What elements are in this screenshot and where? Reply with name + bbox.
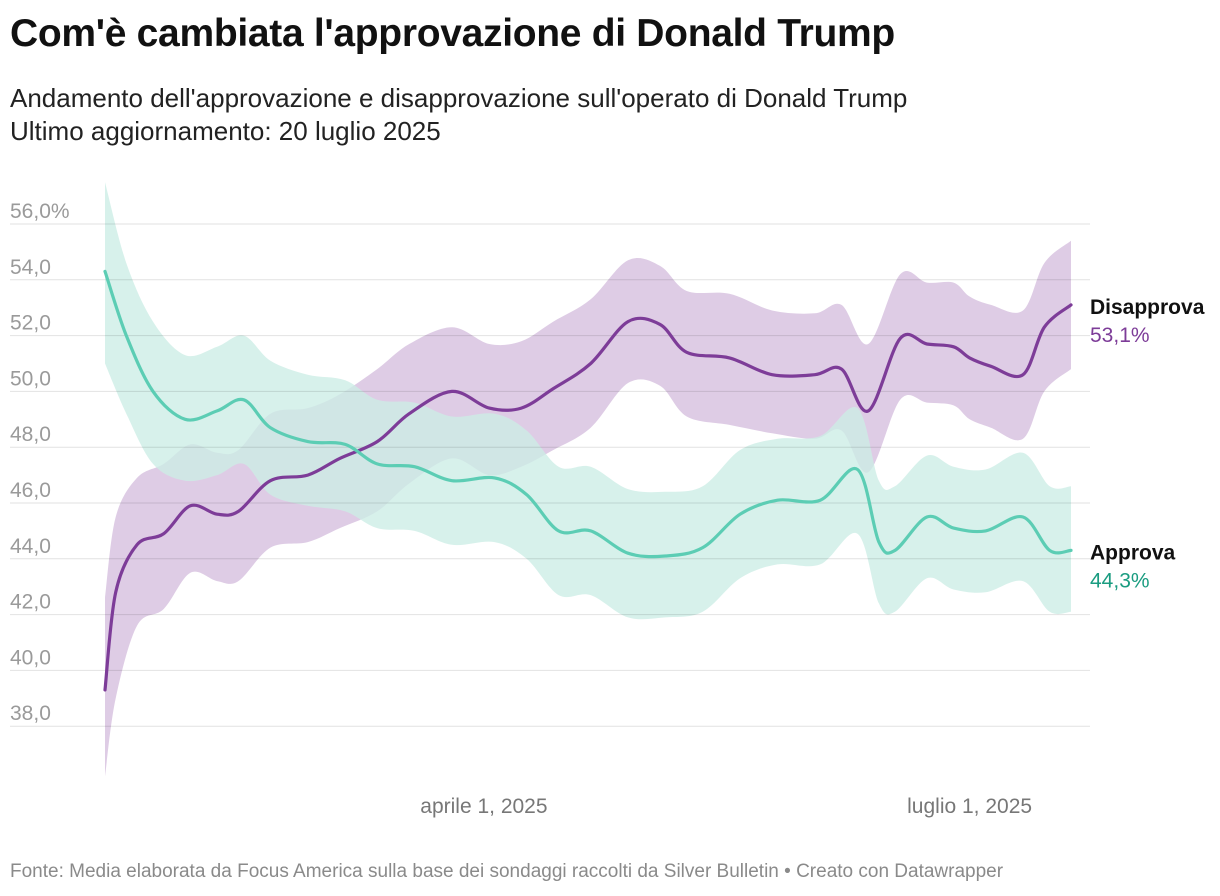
subtitle-line-description: Andamento dell'approvazione e disapprova…	[10, 83, 908, 113]
confidence-bands	[105, 182, 1071, 777]
y-tick-label: 46,0	[10, 479, 51, 502]
disapprove-line	[103, 303, 1073, 692]
chart-footer-source: Fonte: Media elaborata da Focus America …	[10, 861, 1004, 882]
y-tick-label: 56,0%	[10, 200, 70, 223]
y-tick-label: 50,0	[10, 367, 51, 390]
end-labels: Disapprova 53,1% Approva 44,3%	[1090, 296, 1205, 593]
disapprove-confidence-band	[105, 240, 1071, 777]
chart-subtitle: Andamento dell'approvazione e disapprova…	[10, 82, 907, 148]
disapprove-end-value: 53,1%	[1090, 324, 1150, 347]
y-tick-label: 38,0	[10, 702, 51, 725]
y-tick-label: 44,0	[10, 535, 51, 558]
approve-end-name: Approva	[1090, 541, 1176, 564]
subtitle-line-last-update: Ultimo aggiornamento: 20 luglio 2025	[10, 116, 441, 146]
y-tick-label: 48,0	[10, 423, 51, 446]
x-axis-ticks: aprile 1, 2025 luglio 1, 2025	[420, 795, 1032, 818]
approve-line	[103, 269, 1073, 559]
x-tick-label: aprile 1, 2025	[420, 795, 547, 818]
y-tick-label: 54,0	[10, 256, 51, 279]
y-tick-label: 40,0	[10, 646, 51, 669]
series-lines	[103, 269, 1073, 692]
y-tick-label: 52,0	[10, 312, 51, 335]
approve-end-value: 44,3%	[1090, 569, 1150, 592]
y-axis-ticks: 56,0% 54,0 52,0 50,0 48,0 46,0 44,0 42,0 40,0 38,…	[10, 200, 70, 725]
y-tick-label: 42,0	[10, 591, 51, 614]
disapprove-end-name: Disapprova	[1090, 296, 1205, 319]
x-tick-label: luglio 1, 2025	[907, 795, 1032, 818]
chart-title: Com'è cambiata l'approvazione di Donald …	[10, 12, 895, 55]
approve-confidence-band	[105, 182, 1071, 620]
